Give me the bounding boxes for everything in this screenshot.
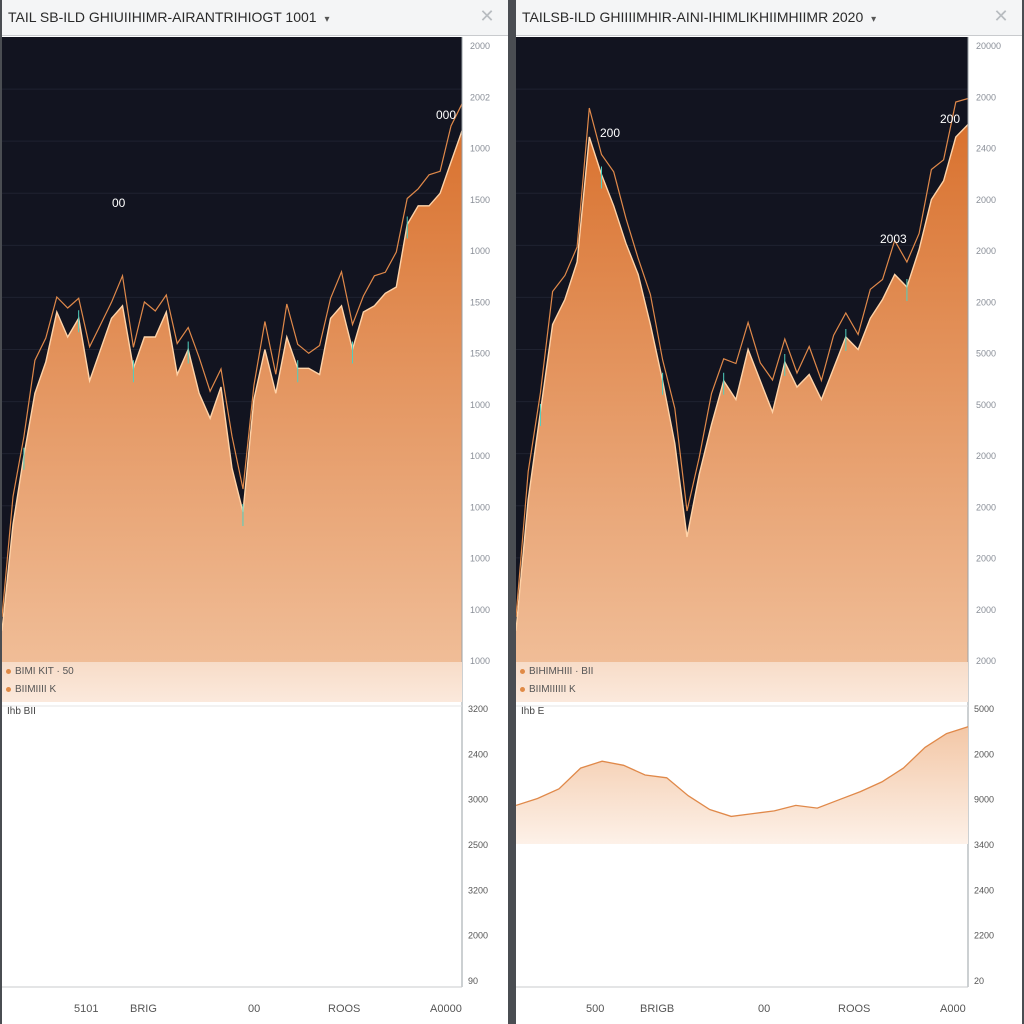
x-axis-label: 00 — [758, 1003, 771, 1015]
y-tick-label: 2000 — [468, 931, 488, 941]
close-icon[interactable]: ✕ — [993, 6, 1009, 27]
close-icon[interactable]: ✕ — [479, 6, 495, 27]
legend-dot-icon — [6, 668, 11, 674]
legend: BIMI KIT · 50 BIIMIIII K — [2, 662, 462, 702]
series-line — [516, 124, 969, 631]
y-tick-label: 1500 — [470, 297, 490, 307]
y-tick-label: 2000 — [976, 656, 996, 666]
legend: BIHIMHIII · BII BIIMIIIIII K — [516, 662, 968, 702]
x-axis-label: ROOS — [328, 1003, 361, 1015]
y-tick-label: 2000 — [976, 554, 996, 564]
y-tick-label: 1000 — [470, 451, 490, 461]
series-area — [516, 124, 968, 662]
y-tick-label: 2200 — [974, 931, 994, 941]
y-tick-label: 2500 — [468, 840, 488, 850]
y-tick-label: 1000 — [470, 502, 490, 512]
legend-dot-icon — [6, 686, 11, 692]
lower-pane-label: Ihb E — [521, 706, 545, 717]
legend-item: BIHIMHIII · BII — [520, 666, 593, 677]
y-tick-label: 2002 — [470, 92, 490, 102]
chart-annotation: 00 — [112, 196, 126, 210]
y-tick-label: 2000 — [974, 749, 994, 759]
y-tick-label: 1000 — [470, 605, 490, 615]
y-tick-label: 2000 — [976, 246, 996, 256]
y-tick-label: 1000 — [470, 246, 490, 256]
series-line-high — [2, 103, 463, 617]
y-tick-label: 1000 — [470, 400, 490, 410]
y-tick-label: 3400 — [974, 840, 994, 850]
window-title: TAILSB-ILD GHIIIIMHIR-AINI-IHIMLIKHIIMHI… — [522, 9, 864, 25]
y-tick-label: 1000 — [470, 554, 490, 564]
chart-annotation: 200 — [940, 112, 960, 126]
y-tick-label: 5000 — [976, 400, 996, 410]
y-tick-label: 2000 — [976, 451, 996, 461]
chevron-down-icon[interactable]: ▾ — [871, 14, 877, 25]
x-axis-label: 00 — [248, 1003, 261, 1015]
series-area — [2, 130, 462, 663]
legend-dot-icon — [520, 686, 525, 692]
chart-annotation: 000 — [436, 108, 456, 122]
y-tick-label: 2000 — [976, 297, 996, 307]
y-tick-label: 5000 — [974, 704, 994, 714]
y-tick-label: 2000 — [976, 605, 996, 615]
y-tick-label: 3200 — [468, 885, 488, 895]
x-axis-label: 500 — [586, 1003, 605, 1015]
y-tick-label: 5000 — [976, 349, 996, 359]
lower-series-line — [516, 726, 969, 818]
x-axis-label: A000 — [940, 1003, 966, 1015]
chart-window-left: TAIL SB-ILD GHIUIIHIMR-AIRANTRIHIOGT 100… — [2, 0, 508, 1024]
y-tick-label: 2000 — [976, 195, 996, 205]
price-chart[interactable]: 2002003200200002000240020002000200050005… — [516, 37, 1022, 1024]
lower-series-area — [516, 726, 968, 844]
legend-dot-icon — [520, 668, 525, 674]
y-tick-label: 1500 — [470, 195, 490, 205]
y-tick-label: 1500 — [470, 349, 490, 359]
y-tick-label: 3200 — [468, 704, 488, 714]
x-axis-label: BRIGB — [640, 1003, 675, 1015]
x-axis-label: BRIG — [130, 1003, 157, 1015]
window-titlebar[interactable]: TAILSB-ILD GHIIIIMHIR-AINI-IHIMLIKHIIMHI… — [516, 0, 1022, 36]
y-tick-label: 2000 — [976, 92, 996, 102]
lower-pane-label: Ihb BII — [7, 706, 36, 717]
chart-annotation: 2003 — [880, 232, 907, 246]
legend-item: BIMI KIT · 50 — [6, 666, 74, 677]
y-tick-label: 20000 — [976, 41, 1001, 51]
x-axis-label: A0000 — [430, 1003, 462, 1015]
y-tick-label: 90 — [468, 976, 478, 986]
chevron-down-icon[interactable]: ▾ — [324, 14, 330, 25]
x-axis-label: 5101 — [74, 1003, 99, 1015]
x-axis-label: ROOS — [838, 1003, 871, 1015]
y-tick-label: 2000 — [976, 502, 996, 512]
window-title: TAIL SB-ILD GHIUIIHIMR-AIRANTRIHIOGT 100… — [8, 9, 317, 25]
y-tick-label: 1000 — [470, 144, 490, 154]
chart-annotation: 200 — [600, 126, 620, 140]
series-line-high — [516, 97, 969, 617]
legend-item: BIIMIIII K — [6, 684, 56, 695]
y-tick-label: 2400 — [468, 749, 488, 759]
y-tick-label: 3000 — [468, 795, 488, 805]
y-tick-label: 2000 — [470, 41, 490, 51]
y-tick-label: 9000 — [974, 795, 994, 805]
window-titlebar[interactable]: TAIL SB-ILD GHIUIIHIMR-AIRANTRIHIOGT 100… — [2, 0, 508, 36]
legend-item: BIIMIIIIII K — [520, 684, 576, 695]
y-tick-label: 1000 — [470, 656, 490, 666]
price-chart[interactable]: 0000020002002100015001000150015001000100… — [2, 37, 508, 1024]
y-tick-label: 20 — [974, 976, 984, 986]
chart-window-right: TAILSB-ILD GHIIIIMHIR-AINI-IHIMLIKHIIMHI… — [516, 0, 1022, 1024]
y-tick-label: 2400 — [974, 885, 994, 895]
y-tick-label: 2400 — [976, 144, 996, 154]
